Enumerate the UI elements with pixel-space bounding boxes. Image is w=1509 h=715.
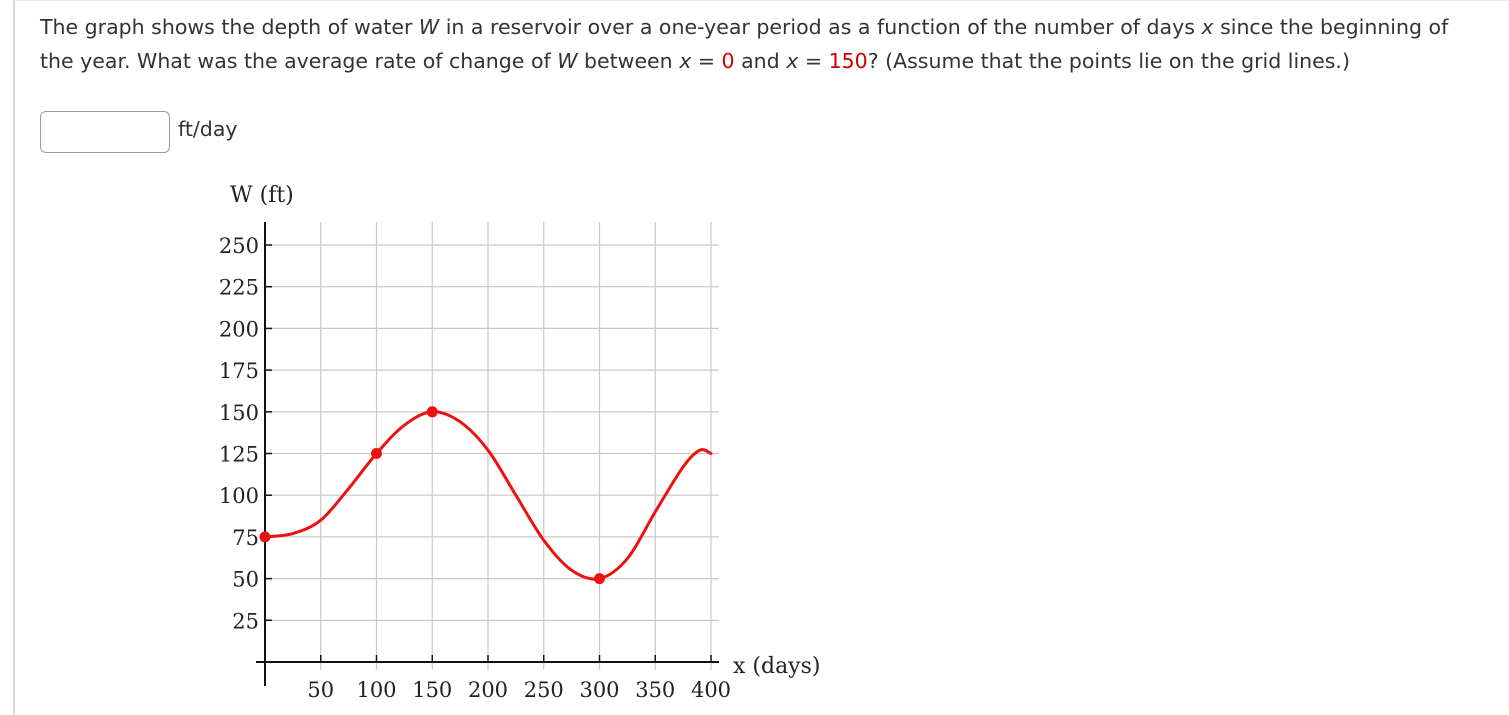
question-fragment: since the beginning of the year. What wa… [40, 15, 1449, 73]
variable-w: W [557, 49, 578, 73]
y-tick-label: 150 [219, 401, 259, 425]
question-panel [13, 0, 1509, 715]
variable-x: x [679, 49, 692, 73]
x-tick-label: 300 [579, 678, 619, 702]
y-tick-label: 250 [219, 234, 259, 258]
variable-x: x [1201, 15, 1214, 39]
marked-points [259, 406, 605, 585]
question-fragment: between [577, 49, 680, 73]
data-point [259, 531, 271, 543]
chart-tick-labels: 50 100 150 200 250 300 350 400 25 50 75 100 125 150 17… [219, 234, 731, 702]
x-tick-label: 350 [635, 678, 675, 702]
x-tick-label: 150 [412, 678, 452, 702]
end-value: 150 [828, 49, 868, 73]
y-tick-label: 100 [219, 484, 259, 508]
y-tick-label: 225 [219, 276, 259, 300]
y-tick-label: 125 [219, 443, 259, 467]
y-tick-label: 200 [219, 317, 259, 341]
equals-sign: = [798, 49, 829, 73]
equals-sign: = [691, 49, 722, 73]
question-fragment: in a reservoir over a one-year period as… [439, 15, 1202, 39]
variable-x: x [786, 49, 799, 73]
y-tick-label: 75 [232, 526, 259, 550]
x-tick-label: 200 [468, 678, 508, 702]
x-tick-label: 100 [356, 678, 396, 702]
chart-grid [265, 222, 719, 670]
question-text: The graph shows the depth of water W in … [40, 10, 1480, 78]
y-tick-label: 50 [232, 568, 259, 592]
data-point [426, 406, 438, 418]
variable-w: W [418, 15, 440, 39]
depth-curve [263, 410, 713, 581]
start-value: 0 [721, 49, 735, 73]
x-tick-label: 250 [524, 678, 564, 702]
question-fragment: ? (Assume that the points lie on the gri… [867, 49, 1350, 73]
unit-label: ft/day [178, 117, 238, 141]
data-point [371, 448, 382, 459]
question-fragment: and [734, 49, 787, 73]
x-tick-label: 400 [691, 678, 731, 702]
data-point [594, 573, 605, 585]
chart-axes [256, 222, 719, 686]
y-tick-label: 25 [232, 609, 259, 633]
x-axis-label: x (days) [733, 654, 820, 679]
x-tick-label: 50 [307, 678, 334, 702]
y-tick-label: 175 [219, 359, 259, 383]
answer-input[interactable] [40, 111, 170, 153]
y-axis-label: W (ft) [230, 183, 294, 208]
question-fragment: The graph shows the depth of water [40, 15, 419, 39]
